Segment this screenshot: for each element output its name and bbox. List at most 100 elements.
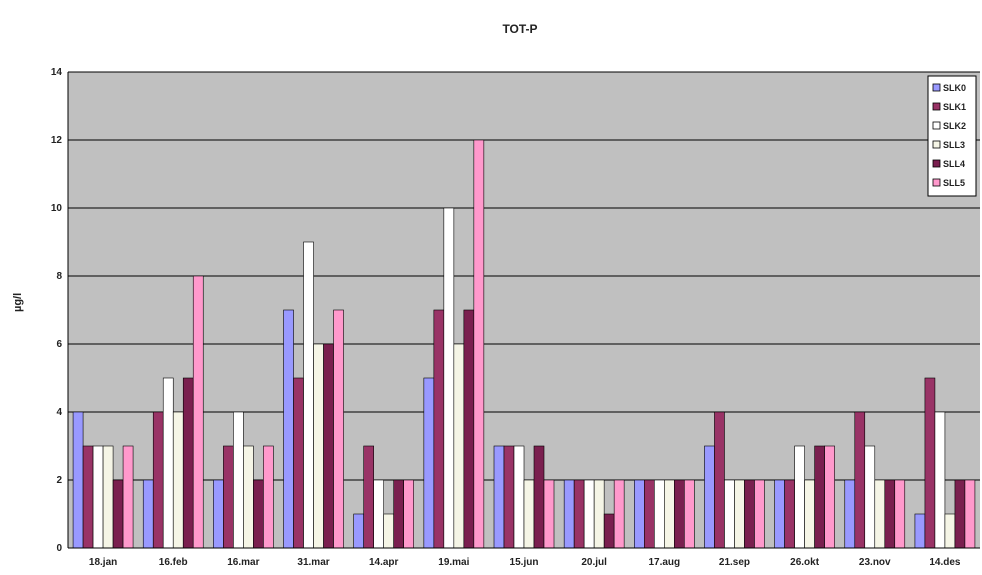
legend-label: SLL5 <box>943 178 965 188</box>
bar <box>954 479 966 549</box>
bar <box>503 445 515 549</box>
bar <box>924 377 936 549</box>
chart-title: TOT-P <box>502 22 538 36</box>
bar <box>313 343 324 549</box>
bar <box>754 479 765 549</box>
x-tick-label: 19.mai <box>438 557 469 568</box>
bar <box>654 479 665 549</box>
bar <box>674 479 685 549</box>
bar <box>403 479 414 549</box>
bars <box>72 139 976 549</box>
bar <box>523 479 535 549</box>
bar <box>744 479 755 549</box>
bar <box>724 479 735 549</box>
bar <box>323 343 334 549</box>
legend-label: SLK0 <box>943 83 966 93</box>
bar <box>664 479 675 549</box>
bar <box>934 411 946 549</box>
bar <box>583 479 595 549</box>
bar <box>223 445 234 549</box>
bar <box>684 479 695 549</box>
bar <box>634 479 645 549</box>
bar <box>593 479 605 549</box>
bar <box>784 479 795 549</box>
bar <box>142 479 154 549</box>
bar <box>122 445 134 549</box>
bar <box>774 479 785 549</box>
bar <box>152 411 164 549</box>
bar <box>463 309 475 549</box>
bar <box>894 479 906 549</box>
bar <box>714 411 725 549</box>
y-tick-label: 0 <box>56 543 62 554</box>
bar <box>253 479 264 549</box>
bar <box>293 377 304 549</box>
bar <box>213 479 224 549</box>
bar <box>192 275 204 549</box>
bar <box>854 411 866 549</box>
bar <box>964 479 976 549</box>
bar <box>92 445 104 549</box>
bar <box>243 445 254 549</box>
bar <box>804 479 815 549</box>
bar <box>563 479 575 549</box>
bar <box>543 479 555 549</box>
bar <box>944 513 956 549</box>
bar <box>102 445 114 549</box>
bar <box>513 445 525 549</box>
legend-swatch <box>932 102 941 111</box>
bar <box>734 479 745 549</box>
bar <box>182 377 194 549</box>
bar <box>162 377 174 549</box>
bar <box>704 445 715 549</box>
x-tick-label: 23.nov <box>859 557 891 568</box>
x-tick-label: 21.sep <box>719 557 750 568</box>
bar <box>613 479 625 549</box>
bar <box>433 309 445 549</box>
x-tick-label: 15.jun <box>510 557 539 568</box>
bar <box>373 479 384 549</box>
legend-label: SLK1 <box>943 102 966 112</box>
x-tick-label: 16.feb <box>159 557 188 568</box>
legend-swatch <box>932 140 941 149</box>
bar <box>533 445 545 549</box>
bar <box>884 479 896 549</box>
bar <box>303 241 314 549</box>
x-tick-label: 31.mar <box>297 557 329 568</box>
legend-label: SLK2 <box>943 121 966 131</box>
bar <box>874 479 886 549</box>
bar <box>603 513 615 549</box>
y-tick-label: 4 <box>56 407 62 418</box>
bar <box>283 309 294 549</box>
x-tick-label: 14.des <box>929 557 961 568</box>
bar <box>644 479 655 549</box>
bar <box>263 445 274 549</box>
bar <box>493 445 505 549</box>
y-tick-labels: 0 2 4 6 8 10 12 14 <box>51 67 63 554</box>
x-tick-label: 18.jan <box>89 557 117 568</box>
legend-swatch <box>932 178 941 187</box>
y-tick-label: 8 <box>56 271 62 282</box>
bar <box>72 411 84 549</box>
bar <box>353 513 364 549</box>
bar <box>814 445 825 549</box>
bar <box>363 445 374 549</box>
x-tick-label: 16.mar <box>227 557 259 568</box>
x-tick-labels: 18.jan 16.feb 16.mar 31.mar 14.apr 19.mai 15.j… <box>89 557 961 568</box>
bar <box>112 479 124 549</box>
legend: SLK0 SLK1 SLK2 SLL3 SLL4 SLL5 <box>927 75 977 197</box>
bar <box>333 309 344 549</box>
y-tick-label: 10 <box>51 203 63 214</box>
bar <box>172 411 184 549</box>
y-tick-label: 6 <box>56 339 62 350</box>
bar <box>824 445 835 549</box>
legend-swatch <box>932 83 941 92</box>
bar <box>844 479 856 549</box>
legend-swatch <box>932 159 941 168</box>
bar <box>794 445 805 549</box>
bar <box>383 513 394 549</box>
bar <box>393 479 404 549</box>
y-tick-label: 14 <box>51 67 63 78</box>
x-tick-label: 26.okt <box>790 557 820 568</box>
